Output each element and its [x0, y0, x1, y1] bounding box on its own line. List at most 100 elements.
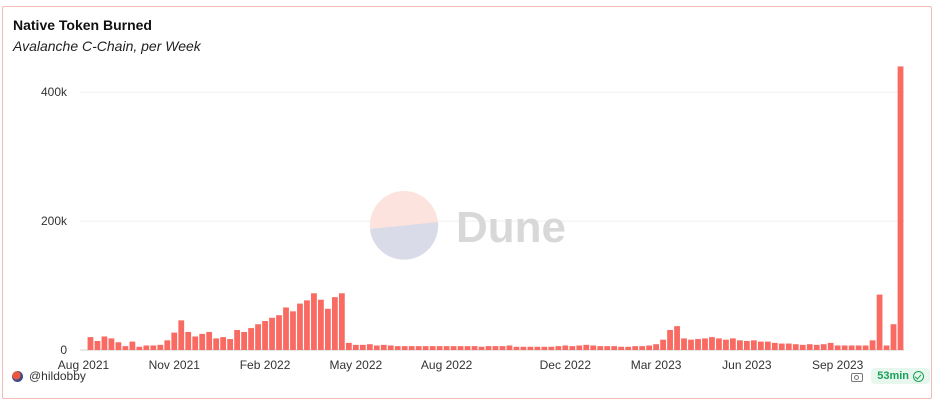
author-credit[interactable]: @hildobby: [12, 369, 86, 383]
refresh-badge[interactable]: 53min: [871, 368, 930, 384]
bar[interactable]: [660, 339, 666, 350]
bar[interactable]: [178, 320, 185, 350]
bar[interactable]: [737, 340, 743, 350]
bar[interactable]: [604, 346, 611, 350]
bar[interactable]: [394, 346, 401, 350]
bar[interactable]: [157, 344, 164, 350]
bar[interactable]: [492, 346, 499, 350]
bar[interactable]: [799, 344, 806, 350]
bar[interactable]: [227, 339, 234, 350]
bar[interactable]: [890, 324, 897, 350]
bar[interactable]: [129, 341, 136, 350]
bar[interactable]: [199, 333, 206, 350]
bar[interactable]: [639, 346, 646, 350]
bar[interactable]: [311, 293, 317, 350]
bar[interactable]: [520, 346, 527, 350]
bar[interactable]: [436, 346, 443, 350]
bar[interactable]: [764, 341, 771, 350]
bar[interactable]: [827, 342, 834, 350]
bar[interactable]: [597, 346, 604, 350]
bar[interactable]: [373, 345, 380, 350]
bar[interactable]: [415, 346, 422, 350]
bar[interactable]: [702, 338, 708, 350]
bar[interactable]: [408, 346, 415, 350]
bar[interactable]: [192, 336, 199, 350]
bar[interactable]: [345, 342, 352, 350]
bar[interactable]: [869, 340, 876, 350]
bar[interactable]: [94, 340, 101, 350]
bar[interactable]: [785, 343, 792, 350]
bar[interactable]: [485, 346, 492, 350]
bar[interactable]: [283, 307, 289, 350]
bar[interactable]: [185, 331, 192, 350]
bar[interactable]: [590, 345, 597, 350]
bar[interactable]: [576, 345, 583, 350]
bar[interactable]: [457, 346, 464, 350]
bar[interactable]: [380, 344, 387, 350]
bar[interactable]: [527, 346, 534, 350]
bar[interactable]: [743, 340, 750, 350]
bar[interactable]: [506, 345, 513, 350]
bar[interactable]: [555, 346, 562, 350]
bar[interactable]: [709, 337, 715, 350]
bar[interactable]: [422, 346, 429, 350]
bar[interactable]: [331, 297, 338, 350]
bar[interactable]: [471, 346, 478, 350]
bar[interactable]: [757, 341, 764, 350]
bar[interactable]: [366, 344, 373, 350]
bar[interactable]: [262, 321, 268, 350]
bar[interactable]: [143, 345, 150, 350]
bar[interactable]: [108, 338, 115, 350]
bar[interactable]: [611, 346, 618, 350]
bar[interactable]: [806, 344, 813, 350]
bar[interactable]: [297, 303, 303, 350]
bar[interactable]: [450, 346, 457, 350]
bar[interactable]: [883, 345, 890, 350]
bar[interactable]: [562, 345, 569, 350]
bar[interactable]: [206, 331, 213, 350]
bar[interactable]: [122, 346, 129, 350]
bar[interactable]: [841, 345, 848, 350]
bar[interactable]: [681, 338, 687, 350]
bar[interactable]: [478, 346, 485, 350]
bar[interactable]: [213, 338, 220, 350]
bar[interactable]: [290, 311, 296, 350]
bar[interactable]: [464, 346, 471, 350]
bar[interactable]: [255, 324, 261, 350]
bar[interactable]: [534, 346, 541, 350]
bar[interactable]: [834, 345, 841, 350]
bar[interactable]: [813, 344, 820, 350]
bar[interactable]: [855, 345, 862, 350]
bar[interactable]: [688, 339, 694, 350]
bar[interactable]: [541, 346, 548, 350]
bar[interactable]: [730, 338, 736, 350]
bar[interactable]: [443, 346, 450, 350]
bar[interactable]: [318, 299, 324, 350]
bar[interactable]: [101, 336, 108, 350]
bar[interactable]: [150, 345, 157, 350]
bar[interactable]: [338, 293, 345, 350]
bar[interactable]: [136, 346, 143, 350]
bar[interactable]: [304, 300, 310, 350]
bar[interactable]: [387, 345, 394, 350]
bar[interactable]: [513, 346, 520, 350]
bar[interactable]: [352, 344, 359, 350]
bar[interactable]: [695, 339, 701, 350]
bar[interactable]: [674, 326, 680, 350]
bar[interactable]: [820, 344, 827, 350]
bar[interactable]: [618, 346, 625, 350]
bar[interactable]: [401, 346, 408, 350]
bar[interactable]: [653, 344, 659, 350]
bar[interactable]: [499, 346, 506, 350]
bar[interactable]: [269, 317, 275, 350]
bar[interactable]: [171, 332, 178, 350]
bar[interactable]: [667, 330, 673, 350]
bar[interactable]: [716, 338, 722, 350]
bar[interactable]: [164, 340, 171, 350]
bar[interactable]: [87, 337, 94, 350]
camera-icon[interactable]: [851, 371, 864, 382]
bar[interactable]: [723, 339, 729, 350]
bar[interactable]: [876, 294, 883, 350]
bar[interactable]: [848, 345, 855, 350]
bar[interactable]: [583, 344, 590, 350]
